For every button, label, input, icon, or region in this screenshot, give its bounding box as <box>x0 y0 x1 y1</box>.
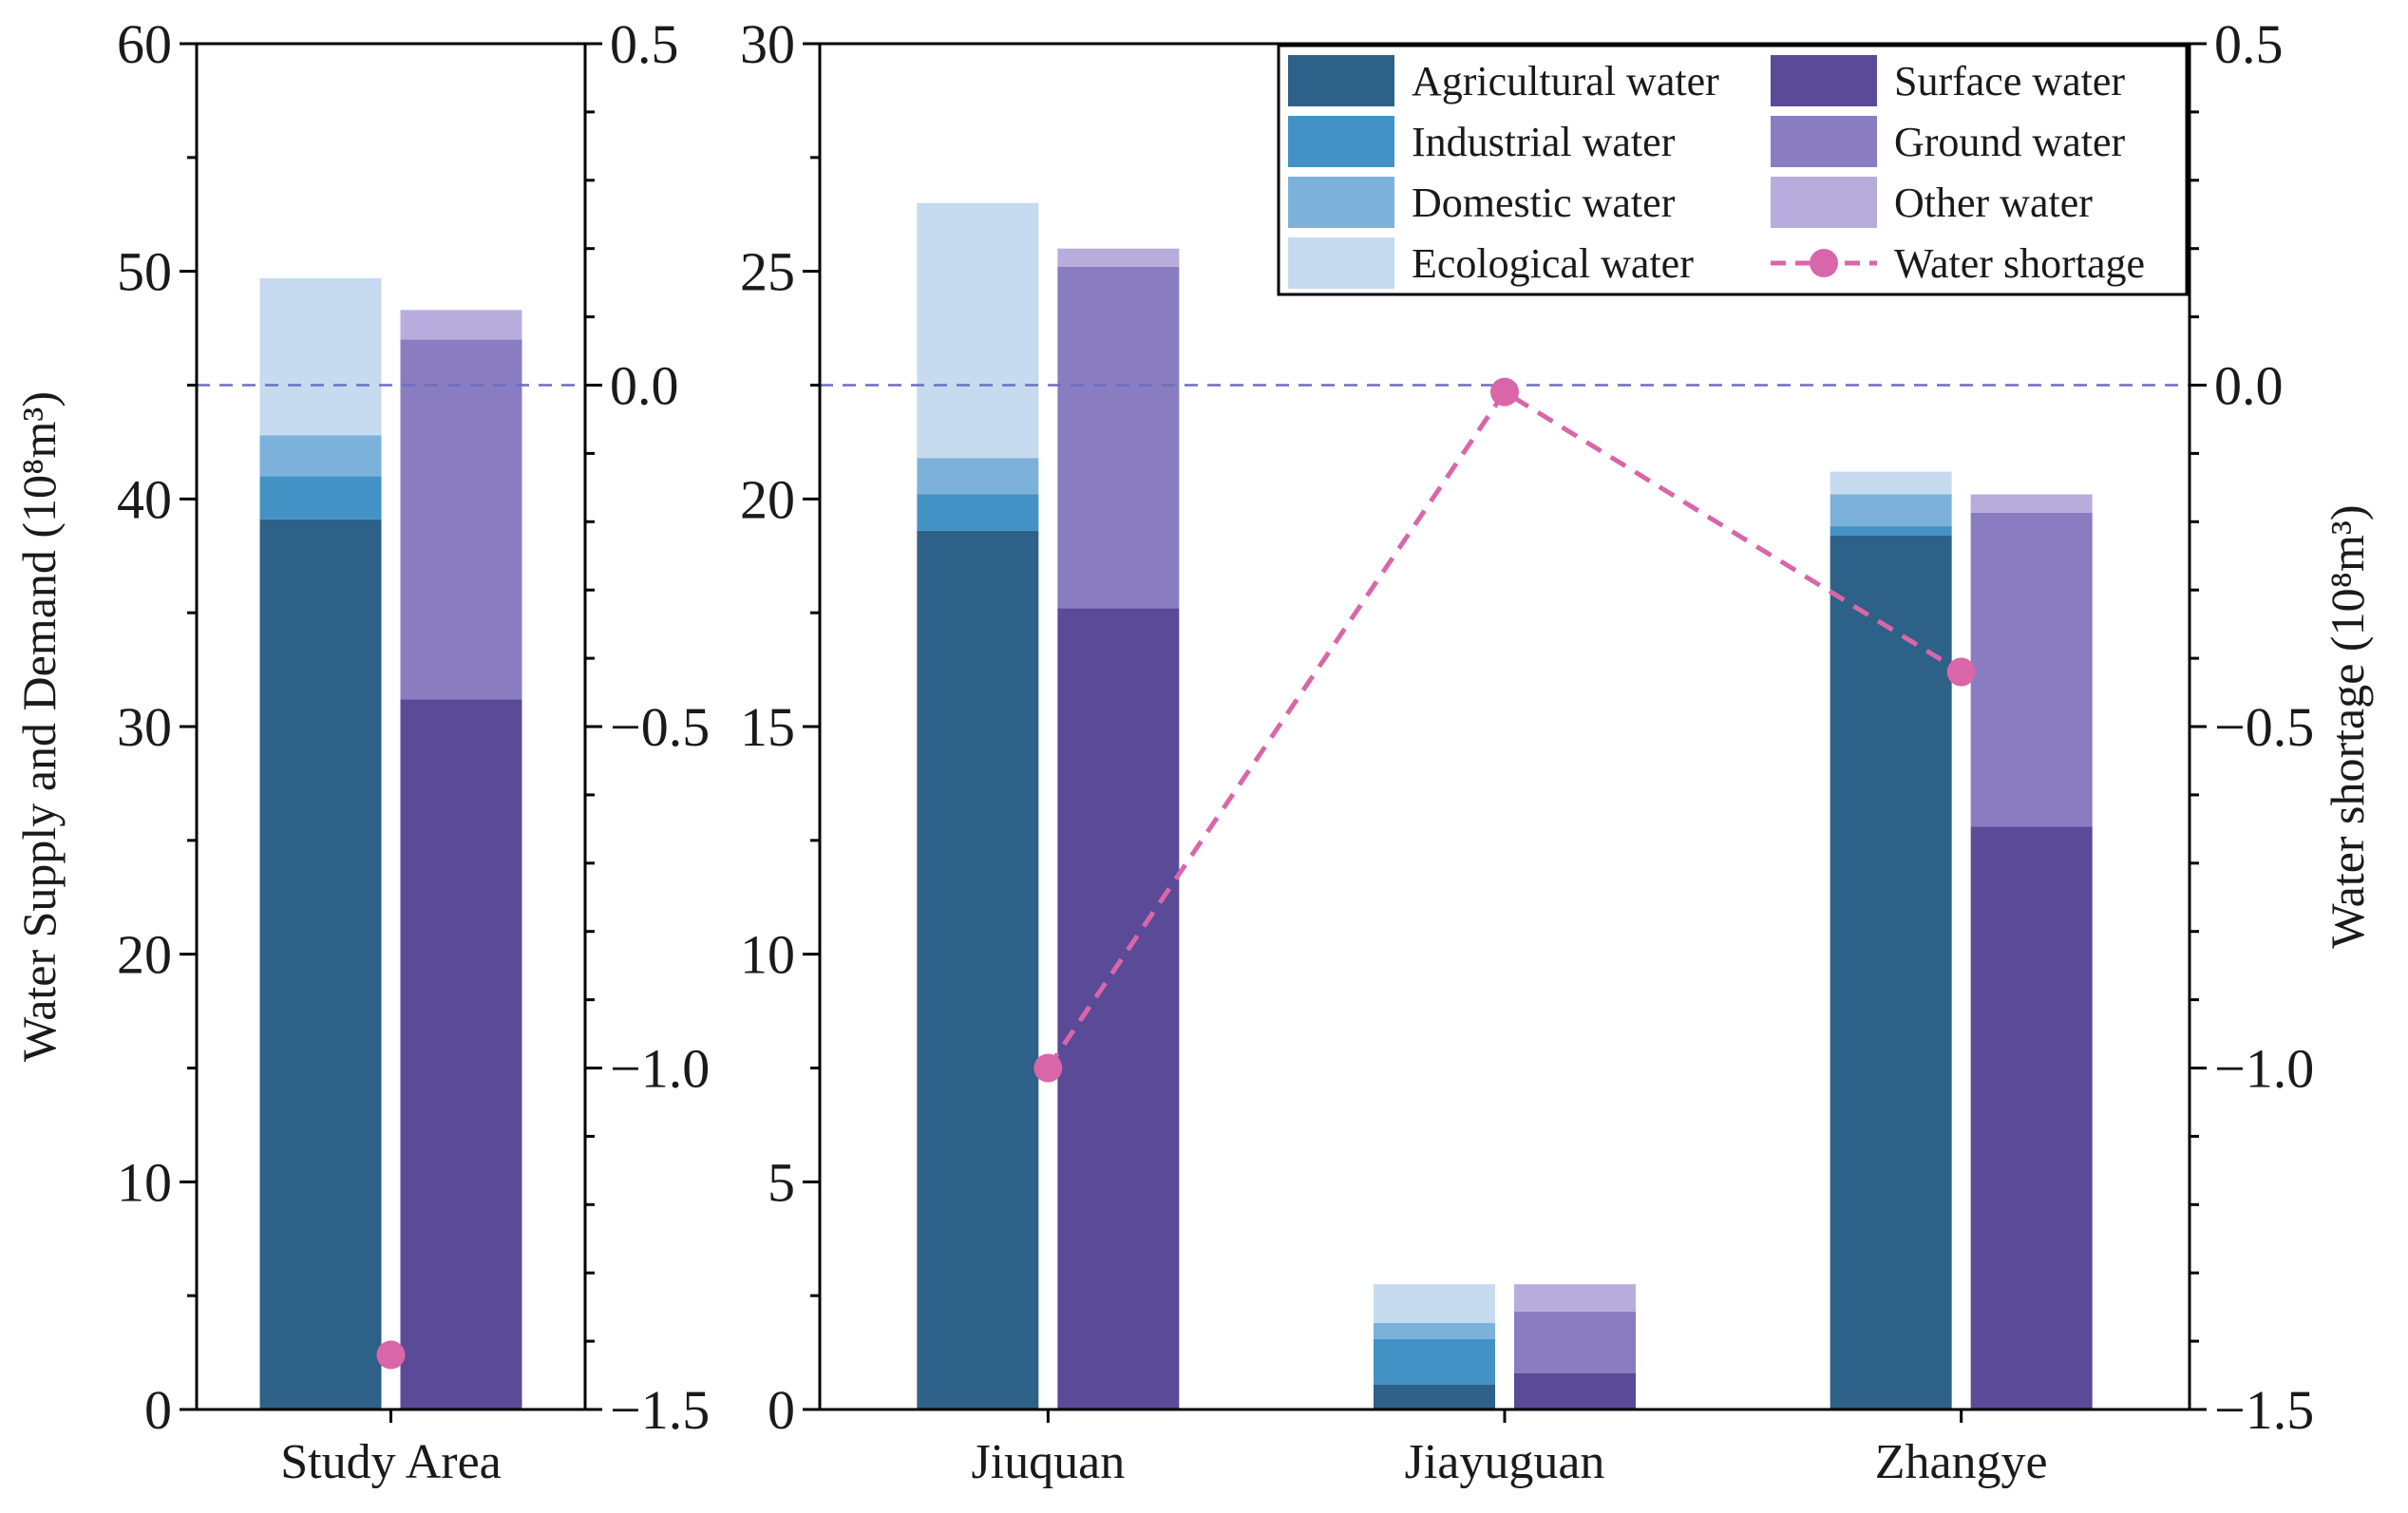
plot-frame <box>195 42 587 1411</box>
bar-study-area-ground-water <box>400 339 522 700</box>
category-label-jiayuguan: Jiayuguan <box>1405 1435 1605 1489</box>
y-tick-label: 10 <box>740 924 795 986</box>
y2-tick-label: 0.0 <box>610 355 679 417</box>
legend-label-domestic-water: Domestic water <box>1412 180 1676 226</box>
category-label-study-area: Study Area <box>280 1435 502 1489</box>
bar-zhangye-domestic-water <box>1830 494 1952 527</box>
y-tick-label: 40 <box>117 468 172 530</box>
y-tick-label: 0 <box>144 1379 172 1441</box>
y2-tick-label: −0.5 <box>2214 696 2314 758</box>
bar-study-area-agricultural-water <box>259 519 382 1409</box>
y-tick-label: 30 <box>740 13 795 75</box>
shortage-point-jiuquan <box>1033 1053 1063 1083</box>
panel-study-area: Study Area 0 10 20 30 40 50 60 −1.5 −1.0 −0.5 0.0 0.… <box>12 13 710 1489</box>
y2-tick-label: −1.5 <box>2214 1379 2314 1441</box>
legend-marker-water-shortage <box>1810 249 1838 277</box>
bar-zhangye-ecological-water <box>1830 471 1952 495</box>
y2-tick-label: −1.0 <box>2214 1038 2314 1100</box>
y2-tick-label: 0.5 <box>2214 13 2284 75</box>
bar-jiuquan-agricultural-water <box>917 530 1039 1409</box>
bar-jiuquan-ground-water <box>1057 266 1180 609</box>
bar-study-area-domestic-water <box>259 435 382 477</box>
y-tick-label: 10 <box>117 1151 172 1213</box>
y-tick-label: 15 <box>740 696 795 758</box>
bar-jiuquan-ecological-water <box>917 202 1039 459</box>
legend-label-water-shortage: Water shortage <box>1894 240 2145 287</box>
y-tick-label: 50 <box>117 241 172 303</box>
y2-tick-label: 0.0 <box>2214 355 2284 417</box>
legend-swatch-domestic-water <box>1288 177 1394 228</box>
legend-swatch-industrial-water <box>1288 116 1394 167</box>
bar-jiayuguan-surface-water <box>1514 1372 1636 1409</box>
panel-cities: Jiuquan Jiayuguan Zhangye 0 5 10 15 20 25 30 −1.5 −… <box>740 13 2374 1489</box>
legend-swatch-surface-water <box>1771 55 1877 106</box>
shortage-point-study-area <box>376 1340 406 1370</box>
bar-jiayuguan-industrial-water <box>1374 1338 1495 1385</box>
y2-tick-label: −1.0 <box>610 1038 710 1100</box>
bar-study-area-industrial-water <box>259 476 382 520</box>
y-tick-label: 60 <box>117 13 172 75</box>
legend-swatch-ground-water <box>1771 116 1877 167</box>
legend-label-other-water: Other water <box>1894 180 2093 226</box>
shortage-point-jiayuguan <box>1490 377 1519 407</box>
y-tick-label: 0 <box>768 1379 795 1441</box>
y2-tick-label: −1.5 <box>610 1379 710 1441</box>
legend-label-ecological-water: Ecological water <box>1412 240 1694 287</box>
y-tick-label: 5 <box>768 1151 795 1213</box>
bar-zhangye-industrial-water <box>1830 526 1952 536</box>
legend-swatch-ecological-water <box>1288 237 1394 289</box>
bar-jiuquan-other-water <box>1057 248 1180 267</box>
bar-jiuquan-domestic-water <box>917 458 1039 495</box>
legend: Agricultural water Surface water Industria… <box>1277 44 2189 296</box>
bar-zhangye-other-water <box>1970 494 2093 513</box>
bar-study-area-other-water <box>400 310 522 340</box>
legend-swatch-other-water <box>1771 177 1877 228</box>
bar-jiayuguan-agricultural-water <box>1374 1384 1495 1409</box>
bar-zhangye-agricultural-water <box>1830 535 1952 1409</box>
legend-label-industrial-water: Industrial water <box>1412 119 1676 165</box>
legend-swatch-agricultural-water <box>1288 55 1394 106</box>
bar-study-area-ecological-water <box>259 277 382 436</box>
bar-jiuquan-surface-water <box>1057 608 1180 1409</box>
legend-box <box>1277 44 2189 296</box>
legend-label-agricultural-water: Agricultural water <box>1412 58 1719 104</box>
water-shortage-line <box>1046 388 1962 1069</box>
legend-label-surface-water: Surface water <box>1894 58 2125 104</box>
bar-zhangye-surface-water <box>1970 826 2093 1409</box>
y-tick-label: 30 <box>117 696 172 758</box>
shortage-point-zhangye <box>1946 657 1976 687</box>
category-label-jiuquan: Jiuquan <box>971 1435 1125 1489</box>
bar-zhangye-ground-water <box>1970 512 2093 827</box>
legend-label-ground-water: Ground water <box>1894 119 2125 165</box>
y-tick-label: 20 <box>117 924 172 986</box>
bar-jiayuguan-ground-water <box>1514 1311 1636 1373</box>
y-tick-label: 20 <box>740 468 795 530</box>
category-label-zhangye: Zhangye <box>1875 1435 2048 1489</box>
y2-axis-title: Water shortage (10⁸m³) <box>2321 504 2374 948</box>
bar-jiuquan-industrial-water <box>917 494 1039 531</box>
bar-jiayuguan-domestic-water <box>1374 1322 1495 1339</box>
bar-study-area-surface-water <box>400 699 522 1409</box>
y2-tick-label: 0.5 <box>610 13 679 75</box>
y-tick-label: 25 <box>740 241 795 303</box>
bar-jiayuguan-other-water <box>1514 1284 1636 1312</box>
y2-tick-label: −0.5 <box>610 696 710 758</box>
y-axis-title: Water Supply and Demand (10⁸m³) <box>12 391 66 1062</box>
bar-jiayuguan-ecological-water <box>1374 1284 1495 1323</box>
